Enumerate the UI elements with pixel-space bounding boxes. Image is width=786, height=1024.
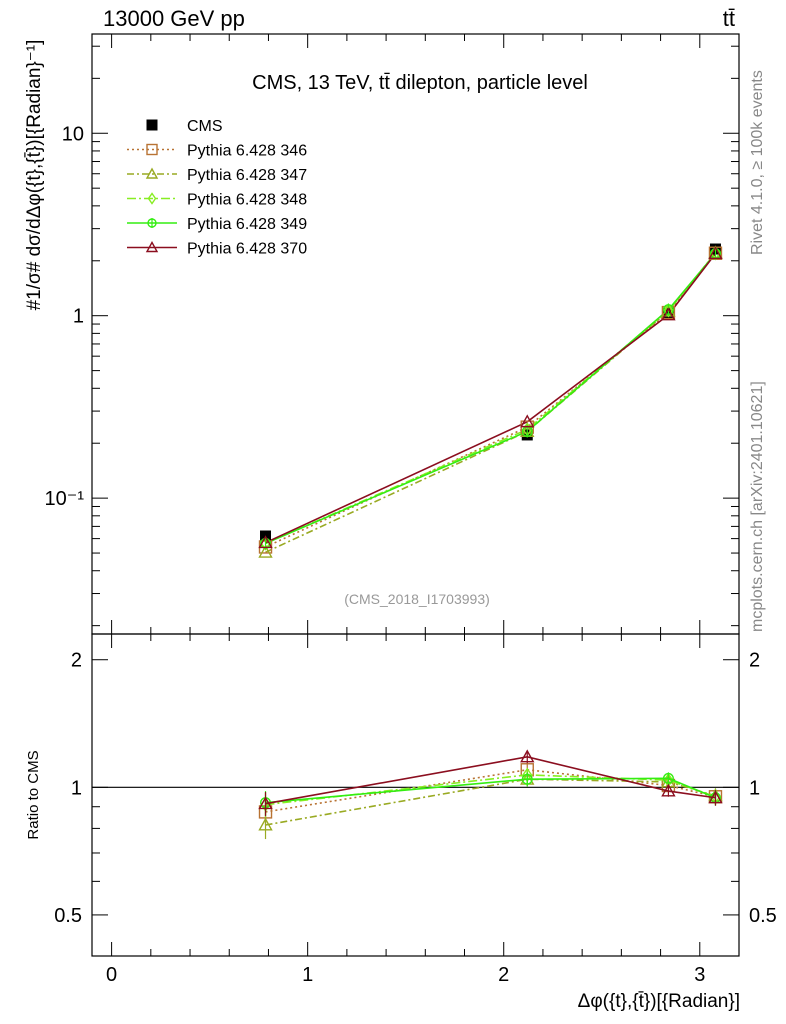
ratio-series-marker: [521, 773, 533, 786]
legend-label: Pythia 6.428 347: [187, 167, 307, 184]
ratio-series-marker: [661, 783, 676, 797]
main-y-tick-label: 10: [62, 123, 84, 145]
main-series-lines: [265, 252, 717, 553]
ratio-series-line: [265, 774, 716, 806]
analysis-watermark: (CMS_2018_I1703993): [344, 591, 490, 607]
ratio-y-tick-label: 0.5: [54, 905, 82, 927]
main-series-marker: [520, 414, 535, 428]
legend-label: Pythia 6.428 349: [187, 216, 307, 233]
main-series-line: [265, 252, 717, 548]
legend-label: Pythia 6.428 370: [187, 241, 307, 258]
main-series-line: [265, 252, 717, 545]
ratio-y-tick-label-right: 2: [749, 650, 760, 672]
legend-label: Pythia 6.428 346: [187, 143, 307, 160]
ratio-y-axis-label: Ratio to CMS: [25, 750, 42, 839]
ratio-plot-panel: 0 1 2 3 0.5 0.5 1 1 2 2 Ratio to CMS Δφ({t},{t̄})…: [25, 633, 777, 1012]
main-series-line: [265, 252, 717, 553]
ratio-series-marker: [708, 790, 723, 804]
collision-energy-label: 13000 GeV pp: [103, 6, 245, 31]
main-series-line: [265, 253, 717, 544]
main-plot-title: CMS, 13 TeV, tt̄ dilepton, particle leve…: [252, 72, 588, 94]
main-series-marker: [663, 303, 674, 318]
main-series-marker: [661, 307, 676, 321]
ratio-series-line: [265, 768, 716, 813]
main-series-marker: [708, 246, 723, 260]
ratio-y-tick-label-right: 0.5: [749, 905, 777, 927]
ratio-series-lines: [258, 749, 723, 840]
main-series-marker: [258, 544, 273, 558]
main-axis-ticks: 10⁻¹ 1 10: [45, 34, 739, 634]
ratio-y-tick-label-right: 1: [749, 777, 760, 799]
ratio-plot-frame: [91, 633, 740, 957]
ratio-y-tick-label: 1: [71, 777, 82, 799]
x-tick-label: 2: [498, 964, 509, 986]
legend-cms-marker: [146, 119, 158, 131]
x-tick-label: 0: [106, 964, 117, 986]
process-label: tt̄: [723, 6, 735, 31]
ratio-series-marker: [258, 796, 273, 810]
ratio-series-marker: [258, 817, 273, 831]
rivet-version-label: Rivet 4.1.0, ≥ 100k events: [749, 70, 766, 255]
main-data-points: [258, 243, 723, 558]
legend-marker: [147, 192, 157, 205]
main-plot-panel: 10⁻¹ 1 10 CMS, 13 TeV, tt̄ dilepton, parti…: [24, 33, 740, 635]
main-y-tick-label: 1: [73, 306, 84, 328]
legend-marker: [145, 167, 159, 179]
main-series-line: [265, 253, 717, 545]
mcplots-label: mcplots.cern.ch [arXiv:2401.10621]: [749, 381, 766, 632]
legend-marker: [145, 241, 159, 253]
x-axis-label: Δφ({t},{t̄})[{Radian}]: [578, 991, 740, 1012]
ratio-series-line: [265, 777, 716, 804]
ratio-axis-ticks: 0 1 2 3 0.5 0.5 1 1 2 2: [54, 634, 777, 986]
main-series-marker: [258, 535, 273, 549]
main-y-axis-label: #1/σ# dσ/dΔφ({t},{t̄})[{Radian}⁻¹]: [24, 40, 45, 311]
ratio-series-line: [265, 756, 716, 805]
ratio-y-tick-label: 2: [71, 650, 82, 672]
legend-label: Pythia 6.428 348: [187, 192, 307, 209]
main-y-tick-label: 10⁻¹: [45, 488, 85, 510]
legend-label-cms: CMS: [187, 118, 223, 135]
legend-marker: [146, 143, 158, 156]
x-tick-label: 1: [302, 964, 313, 986]
ratio-series-marker: [662, 772, 674, 785]
ratio-series-marker: [520, 749, 535, 763]
legend-marker: [147, 218, 157, 228]
legend: CMS Pythia 6.428 346 Pythia 6.428 347 Pythi…: [127, 118, 307, 258]
x-tick-label: 3: [694, 964, 705, 986]
